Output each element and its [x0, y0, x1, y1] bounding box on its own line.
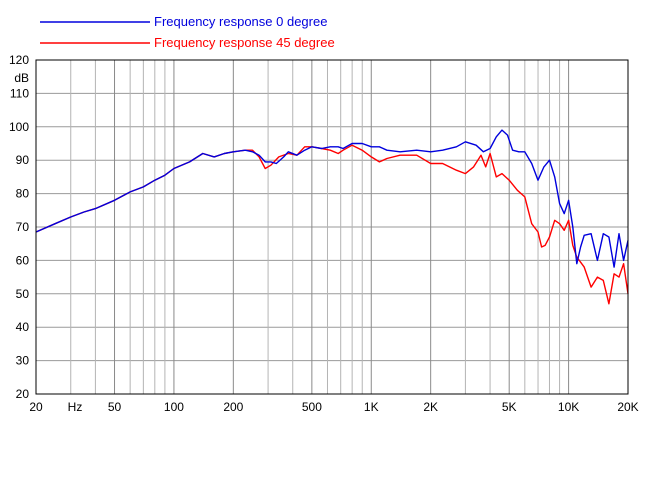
y-tick-label: 70	[16, 220, 30, 234]
y-axis-ticks: 20 30 40 50 60 70 80 90 100 110 120	[9, 53, 29, 401]
x-tick-label: 50	[108, 400, 122, 414]
legend-label: Frequency response 45 degree	[154, 35, 335, 50]
legend: Frequency response 0 degree Frequency res…	[40, 14, 335, 50]
y-tick-label: 100	[9, 120, 29, 134]
x-tick-label: 200	[223, 400, 243, 414]
y-tick-label: 60	[16, 253, 30, 267]
x-tick-label: 1K	[364, 400, 379, 414]
x-axis-ticks: 20 50 100 200 500 1K 2K 5K 10K 20K	[29, 400, 638, 414]
y-tick-label: 110	[10, 86, 29, 100]
x-tick-label: 10K	[558, 400, 579, 414]
x-tick-label: 20	[29, 400, 43, 414]
y-tick-label: 80	[16, 187, 30, 201]
x-axis-label: Hz	[68, 400, 83, 414]
y-tick-label: 30	[16, 354, 30, 368]
y-axis-label: dB	[14, 71, 29, 85]
x-tick-label: 100	[164, 400, 184, 414]
series-line	[35, 129, 629, 268]
plot-frame	[35, 59, 629, 395]
x-tick-label: 5K	[502, 400, 517, 414]
x-tick-label: 20K	[617, 400, 638, 414]
x-tick-label: 500	[302, 400, 322, 414]
legend-label: Frequency response 0 degree	[154, 14, 327, 29]
y-tick-label: 50	[16, 287, 30, 301]
y-tick-label: 120	[9, 53, 29, 67]
y-tick-label: 40	[16, 320, 30, 334]
y-tick-label: 90	[16, 153, 30, 167]
series-layer	[35, 129, 629, 305]
x-tick-label: 2K	[423, 400, 438, 414]
y-tick-label: 20	[16, 387, 30, 401]
